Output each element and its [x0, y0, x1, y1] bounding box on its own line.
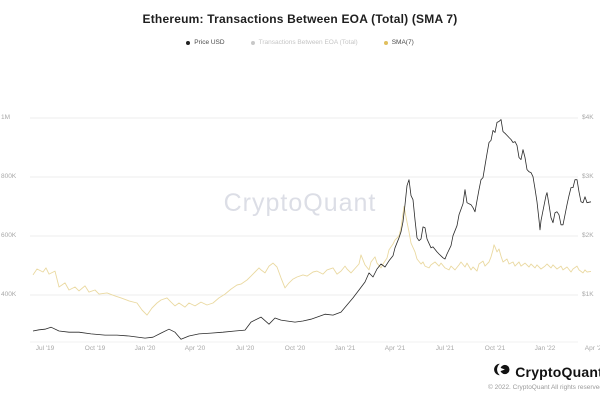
x-axis-label: Jan '22 [534, 345, 556, 352]
x-axis-label: Apr '21 [384, 345, 406, 352]
y-axis-label-left: 800K [1, 173, 16, 180]
x-axis-label: Apr '20 [184, 345, 206, 352]
legend-item-1[interactable]: Transactions Between EOA (Total) [250, 39, 358, 46]
y-axis-label-right: $4K [582, 114, 594, 121]
legend-label: Price USD [194, 39, 225, 46]
x-axis-label: Jan '21 [334, 345, 356, 352]
y-axis-label-right: $3K [582, 173, 594, 180]
x-axis-label: Oct '20 [284, 345, 306, 352]
y-axis-label-left: 1M [1, 114, 11, 121]
x-axis-label: Jul '21 [435, 345, 455, 352]
y-axis-label-left: 600K [1, 232, 16, 239]
legend-dot-icon [186, 40, 191, 45]
gridlines [30, 117, 578, 343]
y-axis-label-left: 400K [1, 291, 16, 298]
legend-item-2[interactable]: SMA(7) [383, 39, 414, 46]
footer-brand: CryptoQuant [488, 362, 600, 382]
chart-legend: Price USD Transactions Between EOA (Total… [0, 39, 600, 46]
cryptoquant-logo-icon [493, 362, 510, 382]
y-axis-label-right: $1K [582, 291, 594, 298]
price-line [32, 119, 592, 340]
x-axis-label: Jul '20 [235, 345, 255, 352]
legend-dot-icon [383, 40, 388, 45]
footer-brand-name: CryptoQuant [515, 364, 600, 380]
x-axis-label: Oct '19 [84, 345, 106, 352]
x-axis-label: Oct '21 [484, 345, 506, 352]
x-axis-label: Jan '20 [134, 345, 156, 352]
x-axis-label: Jul '19 [35, 345, 55, 352]
legend-item-0[interactable]: Price USD [186, 39, 225, 46]
chart-title: Ethereum: Transactions Between EOA (Tota… [142, 12, 458, 26]
footer-copyright: © 2022. CryptoQuant All rights reserved [488, 384, 600, 391]
sma-line [32, 206, 592, 316]
x-axis-label: Apr '22 [584, 345, 600, 352]
legend-label: SMA(7) [391, 39, 414, 46]
legend-dot-icon [250, 40, 255, 45]
y-axis-label-right: $2K [582, 232, 594, 239]
footer: CryptoQuant © 2022. CryptoQuant All righ… [488, 362, 600, 391]
legend-label: Transactions Between EOA (Total) [258, 39, 358, 46]
